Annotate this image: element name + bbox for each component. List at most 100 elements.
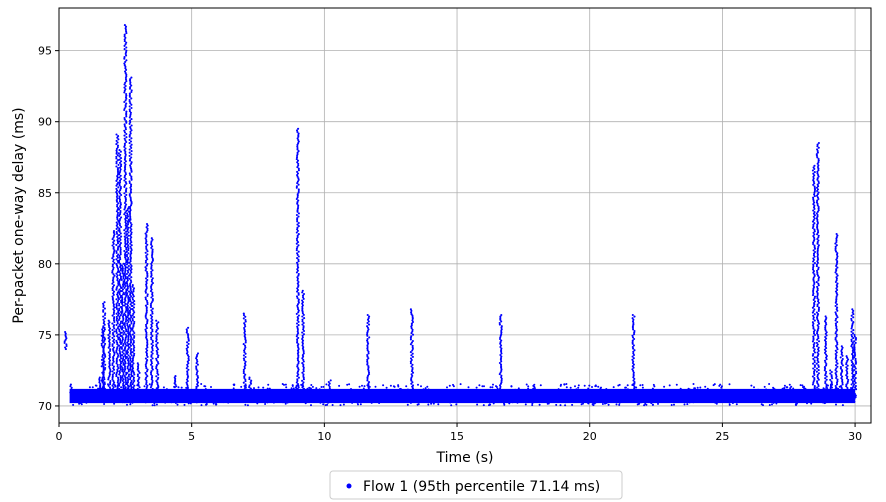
spike-point (127, 264, 130, 268)
spike-point (115, 359, 118, 362)
spike-point (128, 261, 131, 264)
data-point (811, 400, 813, 403)
spike-point (127, 368, 130, 371)
y-tick-label: 70 (38, 400, 52, 413)
spike-point (812, 218, 815, 222)
data-point (563, 394, 566, 397)
spike-point (98, 379, 101, 382)
spike-point (836, 389, 839, 392)
spike-point (116, 141, 119, 144)
spike-point (633, 337, 636, 341)
data-point (177, 386, 180, 389)
spike-point (124, 320, 127, 323)
data-point (768, 383, 771, 385)
spike-point (499, 353, 502, 357)
spike-point (151, 259, 154, 262)
spike-point (127, 301, 130, 304)
spike-point (127, 344, 130, 347)
spike-point (108, 367, 111, 370)
spike-point (116, 216, 119, 219)
spike-point (121, 304, 125, 307)
data-point (240, 385, 243, 388)
spike-point (243, 344, 247, 347)
data-point (759, 393, 762, 396)
spike-point (243, 359, 246, 362)
spike-point (118, 155, 121, 158)
data-point (770, 390, 773, 393)
spike-point (144, 391, 147, 394)
spike-point (103, 397, 106, 400)
spike-point (823, 351, 827, 354)
spike-point (129, 368, 132, 371)
spike-point (825, 356, 828, 359)
data-point (190, 392, 193, 395)
spike-point (121, 302, 124, 305)
spike-point (824, 394, 827, 397)
spike-point (155, 399, 158, 402)
spike-point (124, 342, 127, 346)
spike-point (151, 258, 154, 261)
spike-point (123, 91, 126, 94)
spike-point (116, 175, 119, 178)
spike-point (118, 158, 121, 161)
spike-point (126, 379, 130, 382)
spike-point (499, 389, 503, 392)
data-point (768, 404, 771, 406)
spike-point (846, 388, 849, 391)
data-point (580, 403, 583, 406)
spike-point (499, 357, 503, 360)
data-point (822, 401, 825, 404)
data-point (267, 391, 270, 394)
data-point (85, 391, 87, 394)
spike-point (124, 189, 128, 192)
spike-point (132, 349, 136, 352)
data-point (504, 392, 507, 395)
spike-point (296, 363, 299, 367)
spike-point (296, 180, 299, 183)
data-point (577, 384, 580, 387)
spike-point (151, 238, 154, 241)
data-point (714, 392, 717, 395)
data-point (508, 402, 511, 405)
spike-point (115, 133, 118, 136)
data-point (284, 383, 287, 386)
spike-point (151, 256, 154, 259)
y-tick-label: 80 (38, 258, 52, 271)
spike-point (112, 367, 115, 370)
spike-point (115, 221, 118, 224)
spike-point (841, 383, 844, 386)
spike-point (500, 379, 503, 382)
spike-point (123, 192, 126, 195)
spike-point (186, 350, 189, 354)
spike-point (145, 245, 148, 248)
spike-point (817, 348, 820, 351)
data-point (72, 403, 75, 406)
spike-point (632, 347, 635, 350)
spike-point (120, 193, 123, 197)
spike-point (108, 340, 111, 343)
spike-point (813, 222, 816, 225)
spike-point (98, 378, 101, 381)
spike-point (813, 396, 816, 399)
spike-point (817, 361, 820, 364)
spike-point (813, 300, 817, 303)
spike-point (118, 213, 122, 216)
spike-point (128, 346, 131, 349)
spike-point (128, 391, 131, 394)
data-point (557, 388, 560, 391)
spike-point (853, 354, 857, 357)
spike-point (151, 269, 154, 272)
data-point (173, 385, 176, 388)
spike-point (115, 160, 118, 163)
spike-point (116, 379, 120, 382)
data-point (399, 398, 401, 401)
spike-point (127, 247, 130, 250)
spike-point (150, 264, 153, 267)
spike-point (854, 341, 857, 344)
spike-point (297, 260, 300, 263)
spike-point (815, 212, 818, 215)
spike-point (816, 178, 819, 181)
spike-point (130, 290, 133, 293)
spike-point (851, 324, 854, 327)
spike-point (633, 381, 636, 384)
